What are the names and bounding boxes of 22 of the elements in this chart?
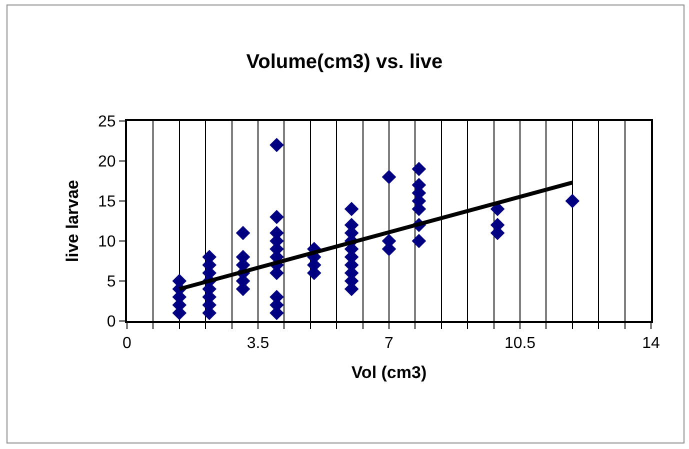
x-tick-label: 14 (642, 335, 660, 352)
chart-title: Volume(cm3) vs. live (246, 50, 443, 73)
x-axis-title: Vol (cm3) (351, 363, 427, 382)
point (565, 194, 580, 208)
point (412, 234, 426, 248)
point (270, 210, 284, 224)
y-tick-label: 0 (106, 314, 116, 331)
y-tick-label: 5 (106, 274, 116, 291)
x-tick-label: 7 (384, 335, 394, 352)
point (270, 138, 284, 152)
y-tick-label: 20 (98, 154, 116, 171)
x-tick-label: 0 (122, 335, 132, 352)
x-tick-label: 3.5 (246, 335, 270, 352)
x-tick-label: 10.5 (504, 335, 536, 352)
y-tick-label: 15 (98, 194, 116, 211)
y-tick-label: 25 (98, 114, 116, 131)
point (344, 202, 359, 216)
y-axis-title: live larvae (63, 180, 82, 262)
point (236, 226, 250, 240)
point (412, 162, 426, 176)
point (382, 170, 396, 184)
y-tick-label: 10 (98, 234, 116, 251)
